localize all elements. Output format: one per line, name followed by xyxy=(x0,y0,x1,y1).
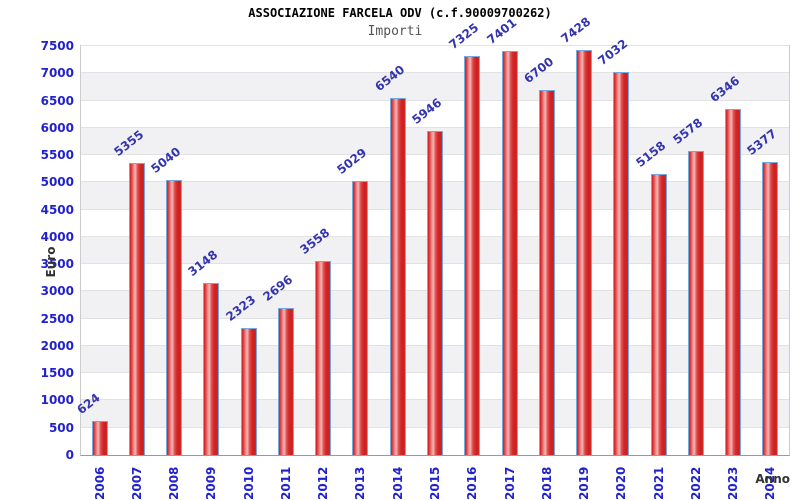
bar xyxy=(613,71,630,455)
x-tick-label: 2020 xyxy=(614,466,629,500)
bar xyxy=(501,51,518,455)
y-tick-label: 3000 xyxy=(40,284,74,299)
x-tick-label: 2018 xyxy=(539,466,554,500)
x-tick-label: 2017 xyxy=(502,466,517,500)
bar xyxy=(464,55,481,455)
x-tick-label: 2023 xyxy=(726,466,741,500)
x-tick-label: 2013 xyxy=(353,466,368,500)
bar xyxy=(725,108,742,455)
chart-subtitle: Importi xyxy=(367,24,423,39)
x-tick-label: 2008 xyxy=(167,466,182,500)
x-tick-label: 2021 xyxy=(651,466,666,500)
x-tick-label: 2010 xyxy=(241,466,256,500)
bar xyxy=(427,130,443,455)
bar xyxy=(166,180,183,455)
bar xyxy=(315,260,332,455)
y-tick-label: 4000 xyxy=(40,229,74,244)
grid-line xyxy=(81,72,789,74)
y-tick-label: 7500 xyxy=(40,39,74,53)
bar xyxy=(203,283,220,455)
bar-value-label: 5946 xyxy=(409,95,445,127)
bar xyxy=(277,307,294,455)
y-tick-label: 4500 xyxy=(40,202,74,217)
grid-line xyxy=(81,126,789,128)
x-axis-title: Anno xyxy=(755,472,790,486)
bar xyxy=(650,173,667,455)
y-tick-label: 2500 xyxy=(40,311,74,326)
y-tick-label: 3500 xyxy=(40,257,74,272)
y-tick-label: 7000 xyxy=(40,66,74,81)
y-tick-label: 500 xyxy=(48,420,74,435)
bar xyxy=(538,89,555,455)
bar xyxy=(576,49,593,455)
y-tick-label: 5000 xyxy=(40,175,74,190)
grid-line xyxy=(81,99,789,101)
bar xyxy=(352,180,369,455)
x-tick-label: 2015 xyxy=(428,466,442,500)
x-tick-label: 2016 xyxy=(465,466,480,500)
chart-title: ASSOCIAZIONE FARCELA ODV (c.f.9000970026… xyxy=(248,6,552,20)
x-tick-label: 2019 xyxy=(577,466,592,500)
grid-band xyxy=(81,73,789,101)
y-tick-label: 0 xyxy=(65,448,74,462)
plot-inner: 624 5355 5040 3148 2323 2696 3558 5029 6540 5946 7… xyxy=(74,14,789,455)
x-tick-label: 2011 xyxy=(278,466,293,500)
y-tick-label: 5500 xyxy=(40,148,74,163)
y-axis-title: Euro xyxy=(44,246,58,278)
x-tick-label: 2006 xyxy=(92,466,107,500)
bar-value-label: 7032 xyxy=(595,35,631,68)
bar xyxy=(687,150,704,455)
x-tick-label: 2007 xyxy=(129,466,144,500)
y-tick-label: 6500 xyxy=(40,93,74,108)
x-tick-label: 2012 xyxy=(316,466,331,500)
bar xyxy=(128,162,145,455)
x-tick-label: 2014 xyxy=(390,466,405,500)
bar xyxy=(762,161,779,455)
bar xyxy=(389,98,406,455)
bar xyxy=(91,420,108,455)
y-tick-label: 2000 xyxy=(40,338,74,353)
y-tick-label: 1000 xyxy=(40,393,74,408)
y-tick-label: 1500 xyxy=(40,366,74,381)
bar xyxy=(240,328,257,455)
grid-line xyxy=(81,45,789,46)
x-tick-label: 2022 xyxy=(688,466,703,500)
y-tick-label: 6000 xyxy=(40,120,74,135)
x-tick-label: 2009 xyxy=(204,466,219,500)
plot-area: 624 5355 5040 3148 2323 2696 3558 5029 6540 5946 7… xyxy=(74,14,790,456)
